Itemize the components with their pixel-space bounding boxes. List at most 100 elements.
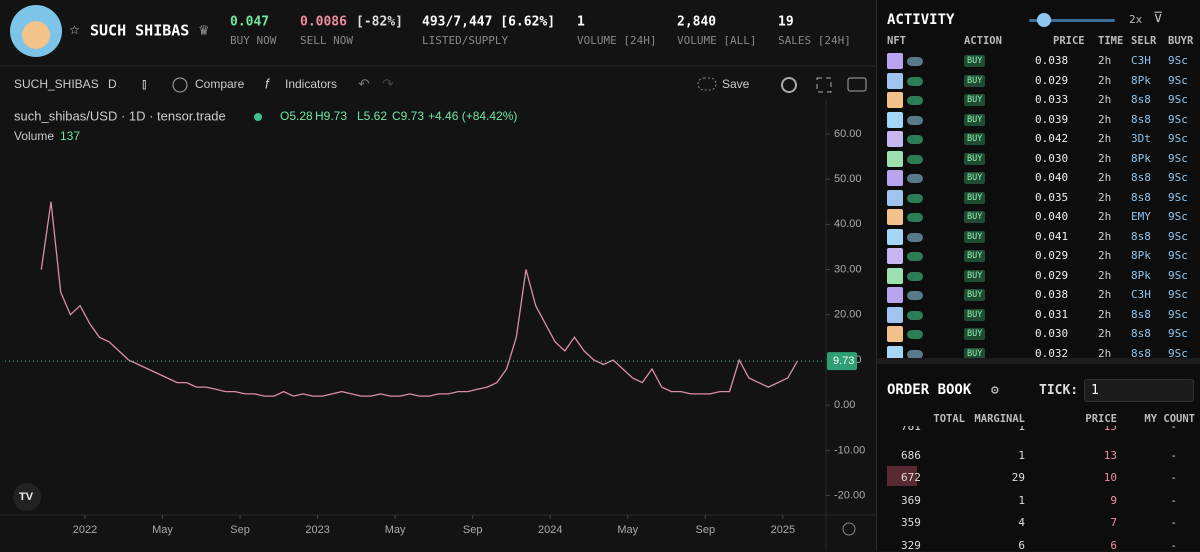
price: 13 [1103,448,1117,462]
seller[interactable]: 8s8 [1131,307,1151,321]
buyer[interactable]: 9Sc [1168,307,1188,321]
buyer[interactable]: 9Sc [1168,151,1188,165]
buyer[interactable]: 9Sc [1168,93,1188,106]
seller[interactable]: 3Dt [1131,132,1151,145]
order-book-title: ORDER BOOK [887,382,972,398]
seller[interactable]: 8Pk [1131,249,1151,262]
buyer[interactable]: 9Sc [1168,54,1188,67]
nft-thumb[interactable] [887,326,903,342]
nft-thumb[interactable] [887,170,903,186]
nft-thumb[interactable] [887,345,903,362]
nft-thumb[interactable] [887,228,903,245]
seller[interactable]: 8s8 [1131,346,1151,360]
time: 2h [1098,210,1112,223]
buyer[interactable]: 9Sc [1168,346,1188,360]
stat-value: 1 [577,15,585,30]
seller[interactable]: 8Pk [1131,151,1151,165]
nft-thumb[interactable] [887,248,903,264]
panel-divider[interactable] [877,358,1200,364]
action-badge: BUY [964,289,986,301]
nft-thumb[interactable] [887,53,903,69]
marketplace-badge [907,115,923,125]
buyer[interactable]: 9Sc [1168,268,1188,282]
seller[interactable]: 8s8 [1131,171,1151,184]
fullscreen-icon[interactable] [816,77,832,93]
favorite-star[interactable]: ☆ [69,23,80,37]
marketplace-badge [907,76,923,86]
zoom-slider[interactable] [1029,19,1115,22]
nft-thumb[interactable] [887,267,903,284]
column-header: TIME [1098,35,1124,47]
nft-thumb[interactable] [887,209,903,225]
x-tick-label: May [152,524,173,536]
axis-settings[interactable] [842,522,856,536]
y-tick-label: -20.00 [834,489,865,501]
nft-thumb[interactable] [887,92,903,108]
buyer[interactable]: 9Sc [1168,190,1188,204]
column-header: PRICE [1085,413,1117,425]
filter-icon[interactable]: ⊽ [1153,10,1164,26]
price: 0.040 [1035,210,1069,223]
my-count: - [1170,493,1177,507]
buyer[interactable]: 9Sc [1168,112,1188,126]
x-tick-label: May [385,524,406,536]
price: 0.031 [1035,307,1069,321]
buyer[interactable]: 9Sc [1168,73,1188,87]
price: 6 [1110,538,1117,552]
nft-thumb[interactable] [887,150,903,167]
order-book-settings[interactable]: ⚙ [991,383,999,398]
tick-input[interactable] [1084,379,1194,402]
price: 0.030 [1035,151,1069,165]
redo[interactable]: ↷ [382,76,394,92]
nft-thumb[interactable] [887,189,903,206]
nft-thumb[interactable] [887,72,903,89]
column-header: BUYR [1168,35,1194,47]
seller[interactable]: 8s8 [1131,327,1151,340]
save-button[interactable]: Save [722,77,750,91]
seller[interactable]: 8s8 [1131,229,1151,243]
indicators-icon[interactable]: f [265,76,271,92]
time: 2h [1098,229,1112,243]
seller[interactable]: EMY [1131,210,1151,223]
buyer[interactable]: 9Sc [1168,210,1188,223]
seller[interactable]: 8Pk [1131,268,1151,282]
tv-logo[interactable] [13,483,41,511]
x-tick-label: Sep [463,524,483,536]
nft-thumb[interactable] [887,287,903,303]
compare-icon[interactable] [172,77,188,93]
interval[interactable]: D [108,77,117,91]
buyer[interactable]: 9Sc [1168,288,1188,301]
buyer[interactable]: 9Sc [1168,132,1188,145]
chart-type-icon[interactable]: ⫾ [142,76,146,92]
x-tick-label: May [617,524,638,536]
nft-thumb[interactable] [887,306,903,323]
undo[interactable]: ↶ [358,76,370,92]
buyer[interactable]: 9Sc [1168,249,1188,262]
price: 15 [1103,420,1117,433]
settings-icon[interactable] [781,77,797,93]
marketplace-badge [907,213,923,222]
seller[interactable]: 8Pk [1131,73,1151,87]
total: 359 [901,516,921,529]
buyer[interactable]: 9Sc [1168,229,1188,243]
seller[interactable]: 8s8 [1131,190,1151,204]
seller[interactable]: 8s8 [1131,112,1151,126]
seller[interactable]: C3H [1131,288,1151,301]
symbol[interactable]: SUCH_SHIBAS [14,77,99,91]
zoom-handle[interactable] [1037,13,1051,27]
stat-value: 493/7,447 [6.62%] [422,15,555,30]
snapshot-icon[interactable] [847,77,867,92]
nft-thumb[interactable] [887,131,903,147]
buyer[interactable]: 9Sc [1168,327,1188,340]
time: 2h [1098,346,1112,360]
seller[interactable]: C3H [1131,54,1151,67]
buyer[interactable]: 9Sc [1168,171,1188,184]
marketplace-badge [907,193,923,203]
total: 672 [901,471,921,484]
total: 781 [901,420,921,433]
nft-thumb[interactable] [887,111,903,128]
indicators-button[interactable]: Indicators [285,77,337,91]
save-icon[interactable] [697,77,717,91]
seller[interactable]: 8s8 [1131,93,1151,106]
compare-button[interactable]: Compare [195,77,245,91]
